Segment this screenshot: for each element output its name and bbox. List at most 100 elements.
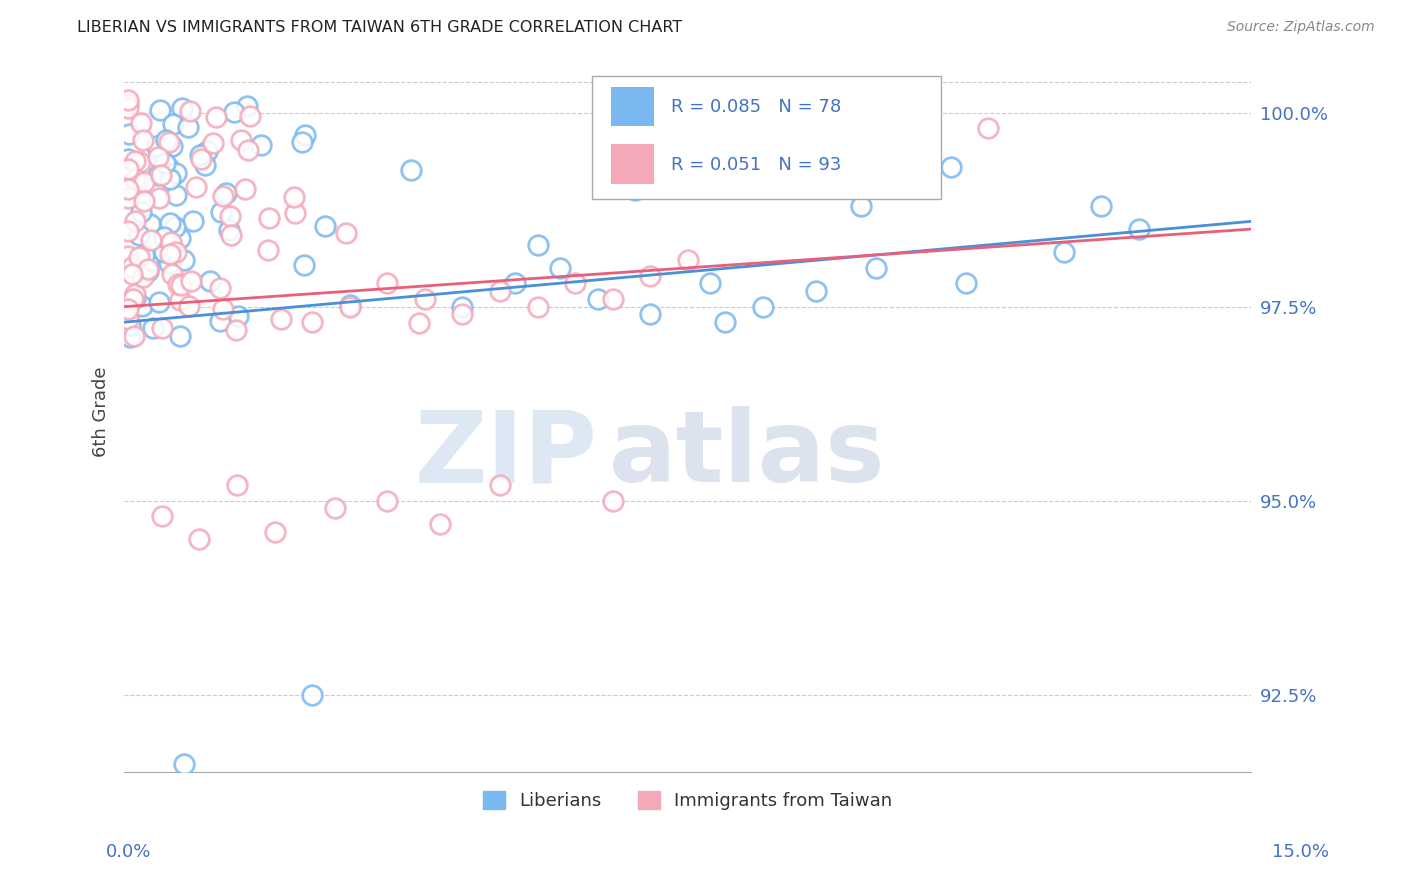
Point bbox=[177, 120, 200, 135]
Point bbox=[548, 260, 571, 275]
Point bbox=[1052, 245, 1074, 260]
Point bbox=[138, 264, 160, 278]
Point bbox=[124, 287, 146, 301]
Y-axis label: 6th Grade: 6th Grade bbox=[93, 366, 110, 457]
Point bbox=[166, 166, 188, 180]
Point bbox=[118, 127, 141, 141]
Point bbox=[155, 133, 177, 147]
Point bbox=[294, 259, 316, 273]
FancyBboxPatch shape bbox=[612, 145, 654, 184]
Point bbox=[169, 231, 191, 245]
Point bbox=[117, 302, 139, 317]
Point bbox=[257, 244, 280, 258]
Point bbox=[1128, 222, 1150, 236]
Point bbox=[1090, 199, 1112, 213]
Point bbox=[180, 274, 202, 288]
Point bbox=[159, 216, 181, 230]
Point bbox=[219, 209, 242, 223]
Point bbox=[136, 256, 159, 270]
Point bbox=[127, 177, 149, 191]
Point bbox=[148, 144, 170, 158]
Point bbox=[117, 101, 139, 115]
Text: Source: ZipAtlas.com: Source: ZipAtlas.com bbox=[1227, 20, 1375, 34]
Point bbox=[146, 149, 169, 163]
Point bbox=[122, 292, 145, 306]
Point bbox=[226, 478, 249, 492]
Point bbox=[121, 291, 143, 305]
Point bbox=[239, 110, 262, 124]
Point bbox=[117, 224, 139, 238]
Point bbox=[124, 214, 146, 228]
Point bbox=[224, 104, 246, 119]
Point bbox=[139, 217, 162, 231]
Point bbox=[117, 249, 139, 263]
Point bbox=[291, 135, 314, 149]
Point bbox=[301, 688, 323, 702]
Point bbox=[132, 269, 155, 284]
Point bbox=[157, 135, 180, 149]
Point bbox=[225, 323, 247, 337]
Point bbox=[150, 320, 173, 334]
Point bbox=[128, 227, 150, 242]
Point bbox=[198, 274, 221, 288]
Point bbox=[586, 292, 609, 306]
Point bbox=[124, 171, 146, 186]
Point bbox=[149, 103, 172, 118]
Point bbox=[235, 98, 257, 112]
Point bbox=[250, 138, 273, 153]
Point bbox=[451, 307, 474, 321]
Point bbox=[212, 188, 235, 202]
Point bbox=[259, 211, 281, 225]
Point bbox=[526, 237, 548, 252]
Point bbox=[399, 163, 422, 178]
Text: atlas: atlas bbox=[609, 406, 886, 503]
Point bbox=[184, 180, 207, 194]
Point bbox=[129, 116, 152, 130]
Point bbox=[159, 246, 181, 260]
Point bbox=[169, 293, 191, 308]
Point bbox=[141, 321, 163, 335]
Point bbox=[638, 268, 661, 283]
Point bbox=[163, 219, 186, 234]
Point bbox=[408, 316, 430, 330]
Point bbox=[167, 277, 190, 292]
Point bbox=[124, 291, 146, 305]
Point bbox=[263, 524, 285, 539]
Point bbox=[156, 160, 179, 174]
Point bbox=[375, 277, 398, 291]
Point bbox=[752, 300, 775, 314]
Point bbox=[624, 183, 647, 197]
Point bbox=[489, 284, 512, 298]
Point bbox=[283, 190, 305, 204]
Point bbox=[699, 277, 721, 291]
Point bbox=[118, 318, 141, 332]
Point bbox=[160, 139, 183, 153]
Point bbox=[124, 153, 146, 168]
Point bbox=[148, 169, 170, 183]
Point bbox=[638, 307, 661, 321]
Point bbox=[153, 229, 176, 244]
Point bbox=[339, 300, 361, 314]
Point bbox=[977, 121, 1000, 136]
Point bbox=[121, 267, 143, 281]
Point bbox=[146, 139, 169, 153]
Point bbox=[165, 188, 187, 202]
Point bbox=[179, 103, 201, 118]
Point bbox=[117, 153, 139, 167]
Point bbox=[173, 252, 195, 267]
Point bbox=[117, 182, 139, 196]
Point bbox=[160, 267, 183, 281]
Point bbox=[148, 295, 170, 310]
Point bbox=[117, 161, 139, 176]
Point bbox=[526, 300, 548, 314]
Point bbox=[865, 260, 887, 275]
Point bbox=[564, 277, 586, 291]
Legend: Liberians, Immigrants from Taiwan: Liberians, Immigrants from Taiwan bbox=[477, 783, 900, 817]
Point bbox=[131, 205, 153, 219]
Point bbox=[413, 292, 436, 306]
Point bbox=[159, 256, 181, 270]
Point bbox=[129, 155, 152, 169]
Point bbox=[117, 96, 139, 111]
Point bbox=[181, 214, 204, 228]
Point bbox=[335, 227, 357, 241]
